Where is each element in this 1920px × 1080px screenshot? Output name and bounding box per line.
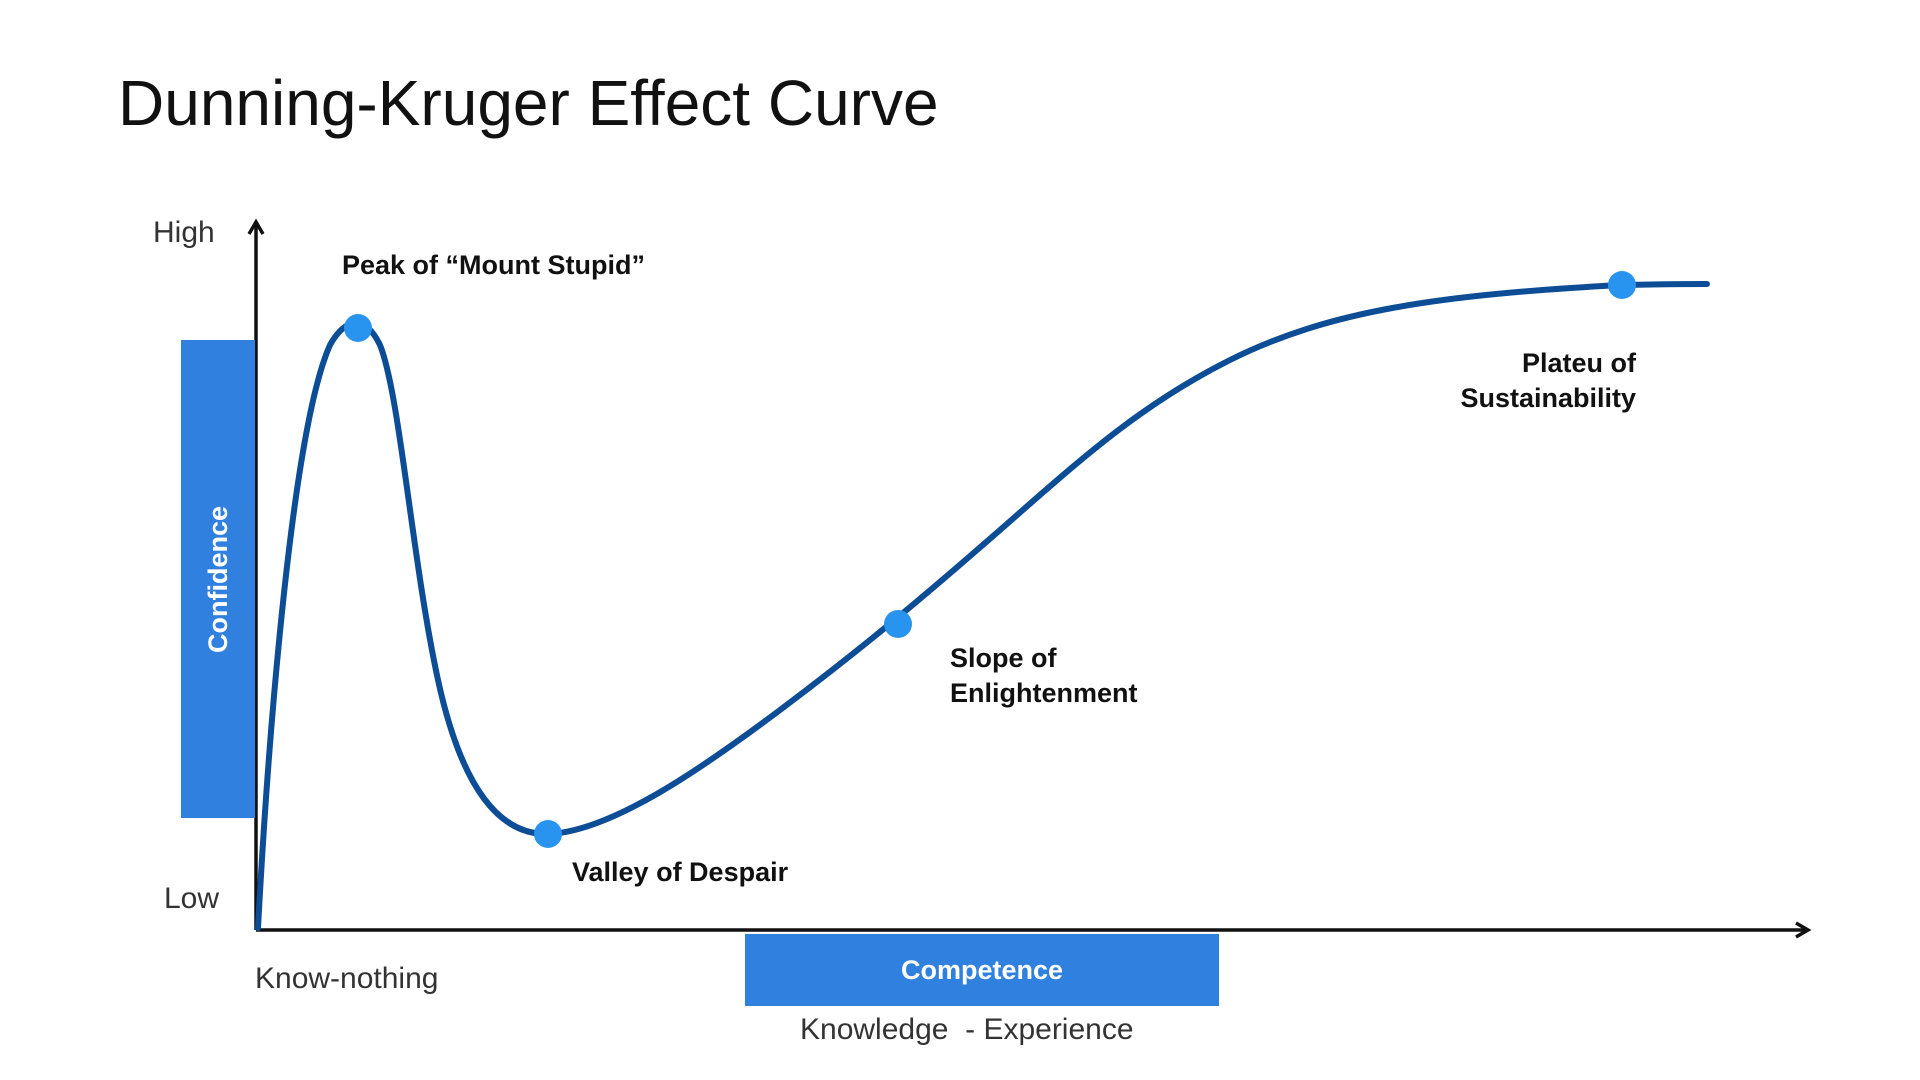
peak-point: [344, 314, 372, 342]
plateau-annotation-line-1: Plateu of: [1521, 348, 1636, 378]
y-axis-arrow-icon: [247, 218, 265, 235]
plateau-point: [1608, 271, 1636, 299]
slope-annotation-line-2: Enlightenment: [950, 678, 1138, 709]
slope-point: [884, 610, 912, 638]
plateau-annotation-line-2: Sustainability: [1460, 383, 1636, 414]
peak-annotation-line: Peak of “Mount Stupid”: [342, 250, 645, 280]
confidence-label: Confidence: [202, 505, 233, 653]
competence-label: Competence: [900, 954, 1064, 985]
valley-point: [534, 820, 562, 848]
chart-title: Dunning-Kruger Effect Curve: [118, 67, 939, 139]
x-axis-sub-label: Knowledge - Experience: [800, 1013, 1134, 1046]
slope-annotation: Slope of Enlightenment: [950, 641, 1138, 711]
x-axis-arrow-icon: [1795, 921, 1812, 939]
x-axis-start-label: Know-nothing: [255, 962, 439, 995]
slope-annotation-line-1: Slope of: [950, 643, 1057, 673]
competence-box: Competence: [745, 934, 1219, 1006]
plateau-annotation: Plateu of Sustainability: [1310, 346, 1636, 416]
y-axis-low-label: Low: [164, 882, 220, 915]
y-axis-high-label: High: [153, 216, 215, 249]
peak-annotation: Peak of “Mount Stupid”: [342, 248, 645, 283]
valley-annotation: Valley of Despair: [572, 855, 788, 890]
valley-annotation-line: Valley of Despair: [572, 857, 789, 887]
confidence-box: Confidence: [181, 340, 255, 818]
confidence-curve: [255, 281, 1710, 931]
